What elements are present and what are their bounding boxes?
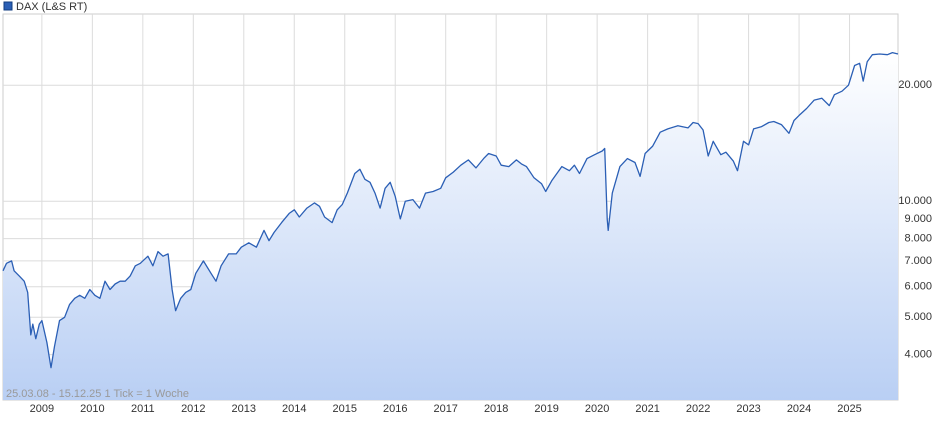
legend-label: DAX (L&S RT) (16, 1, 87, 13)
y-tick-label: 4.000 (904, 349, 932, 361)
x-tick-label: 2013 (232, 403, 256, 415)
x-tick-label: 2018 (484, 403, 508, 415)
line (2, 51, 899, 369)
x-tick-label: 2021 (635, 403, 659, 415)
x-tick-label: 2020 (585, 403, 609, 415)
legend-swatch (3, 1, 13, 11)
note: 25.03.08 - 15.12.25 1 Tick = 1 Woche (6, 388, 189, 400)
x-tick-label: 2017 (433, 403, 457, 415)
y-tick-label: 20.000 (898, 79, 932, 91)
y-tick-label: 5.000 (904, 311, 932, 323)
y-tick-label: 9.000 (904, 213, 932, 225)
y-tick-label: 8.000 (904, 232, 932, 244)
x-tick-label: 2010 (80, 403, 104, 415)
y-tick-label: 6.000 (904, 281, 932, 293)
y-tick-label: 10.000 (898, 195, 932, 207)
y-tick-label: 7.000 (904, 255, 932, 267)
area (3, 52, 898, 400)
x-tick-label: 2009 (30, 403, 54, 415)
x-tick-label: 2022 (686, 403, 710, 415)
x-tick-label: 2011 (131, 403, 155, 415)
x-tick-label: 2025 (837, 403, 861, 415)
x-tick-label: 2023 (736, 403, 760, 415)
x-tick-label: 2014 (282, 403, 306, 415)
x-tick-label: 2012 (181, 403, 205, 415)
x-tick-label: 2016 (383, 403, 407, 415)
x-tick-label: 2015 (333, 403, 357, 415)
x-tick-label: 2024 (787, 403, 811, 415)
x-tick-label: 2019 (534, 403, 558, 415)
